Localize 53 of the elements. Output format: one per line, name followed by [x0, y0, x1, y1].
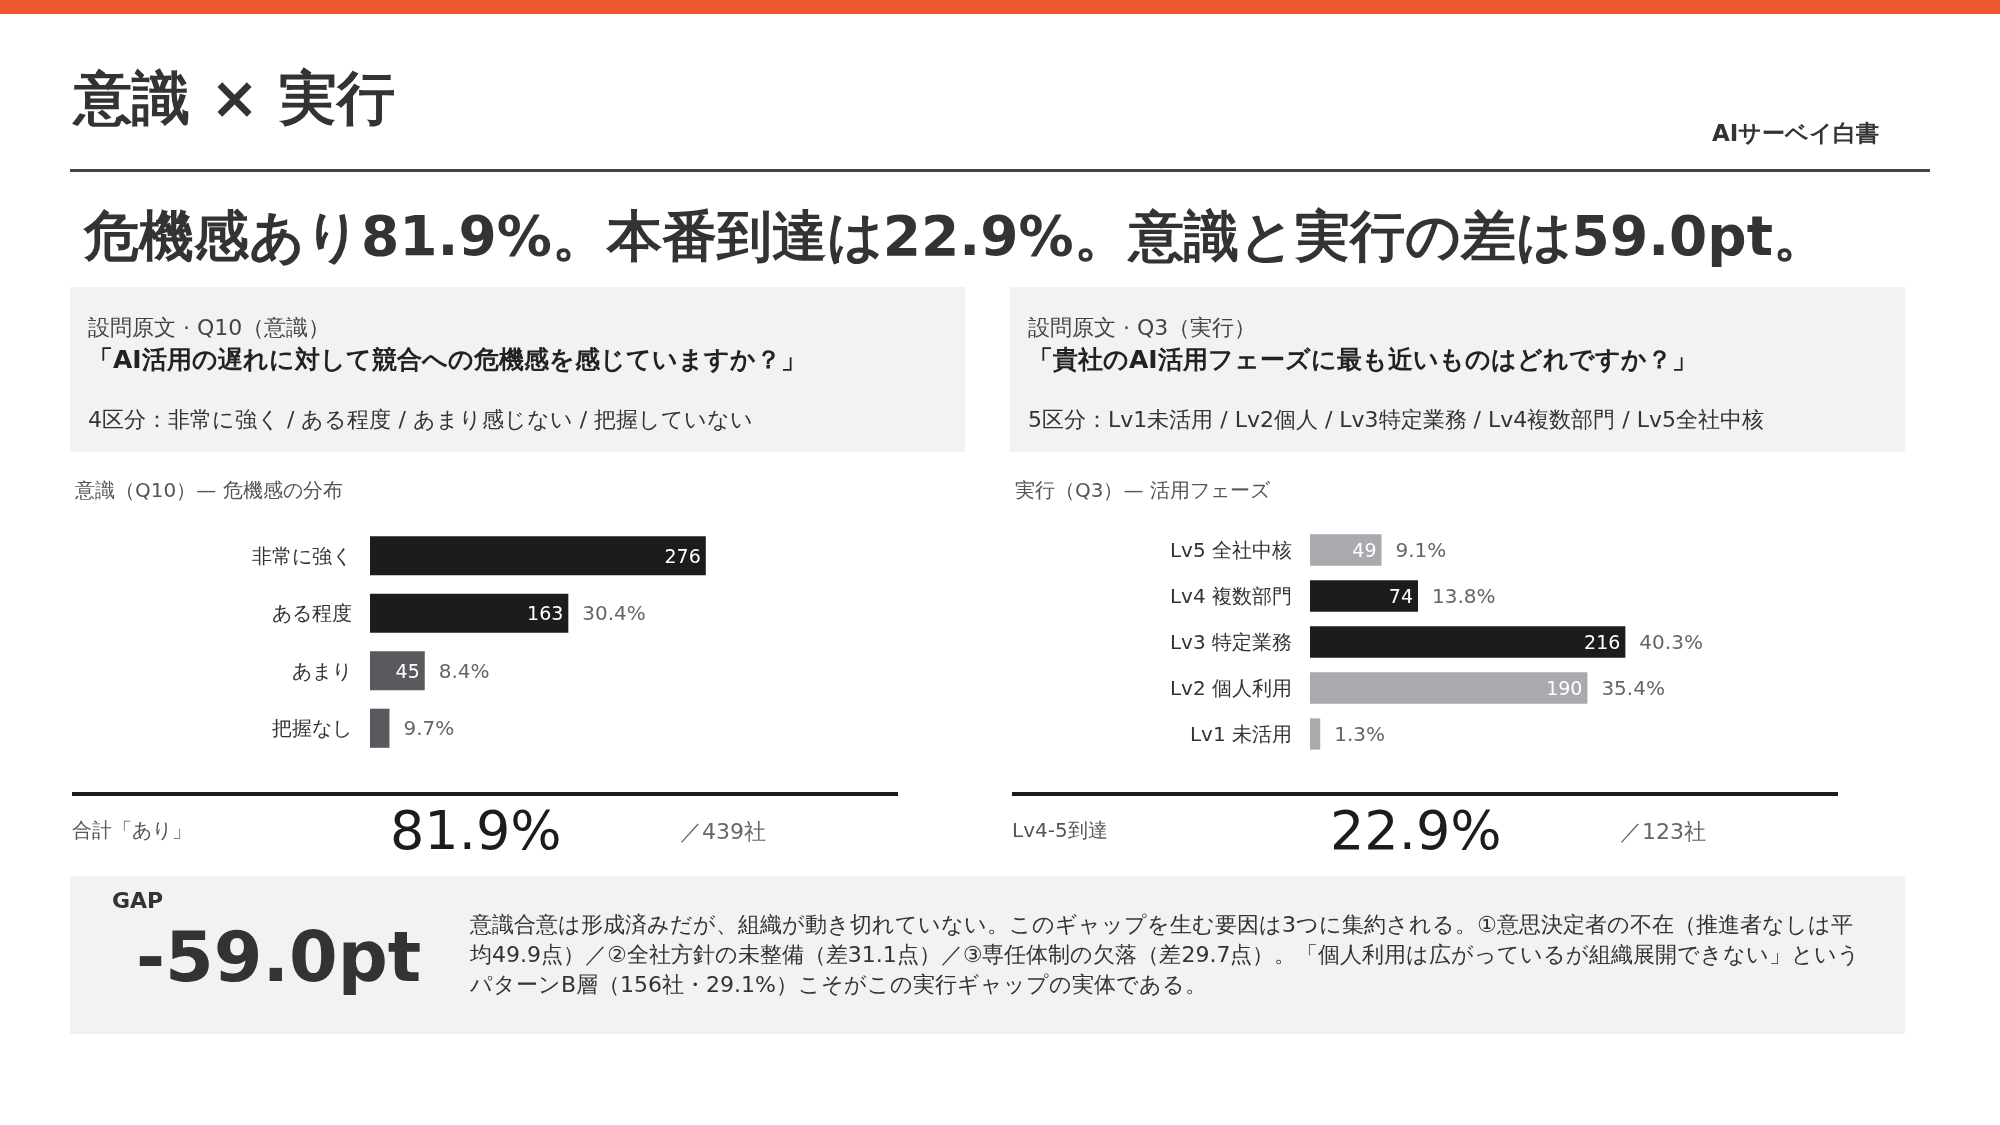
data-label: 163	[527, 602, 564, 625]
data-label: 45	[395, 659, 420, 682]
data-label: 276	[664, 544, 701, 567]
text: 22.9%	[1330, 799, 1502, 862]
text: 危機感あり81.9%。本番到達は22.9%。意識と実行の差は59.0pt。	[84, 203, 1828, 270]
text: 合計「あり」	[72, 817, 192, 844]
y-tick-label: ある程度	[272, 601, 352, 626]
data-label: 216	[1584, 631, 1621, 653]
y-tick-label: Lv1 未活用	[1189, 722, 1292, 746]
bar	[1310, 534, 1382, 566]
text: AIサーベイ白書	[1712, 119, 1880, 148]
text: 設問原文 · Q10（意識）	[88, 314, 331, 342]
text: Lv4-5到達	[1012, 817, 1108, 844]
text: 81.9%	[390, 799, 562, 862]
y-tick-label: 非常に強く	[252, 543, 352, 568]
text: 4区分：非常に強く / ある程度 / あまり感じない / 把握していない	[88, 406, 754, 434]
text: -59.0pt	[136, 916, 422, 998]
y-tick-label: Lv5 全社中核	[1169, 538, 1292, 562]
annotation: 8.4%	[438, 658, 490, 683]
bar	[1310, 580, 1419, 612]
text: 「貴社のAI活用フェーズに最も近いものはどれですか？」	[1028, 344, 1697, 376]
text: 意識合意は形成済みだが、組織が動き切れていない。このギャップを生む要因は3つに集約される。①意思決定者の不在（推進者なしは平均49.9点）／②全社方針の未整備（差31.1点）／③専任体制の欠落（差29.7点）。「個人利用は広がっているが組織展開できない」というパターンB層（156社・29.1%）こそがこの実行ギャップの実体である。	[470, 911, 1862, 999]
bar	[1310, 672, 1588, 704]
data-label: 190	[1546, 677, 1583, 699]
y-tick-label: 把握なし	[272, 716, 352, 741]
text: ／123社	[1620, 818, 1706, 846]
annotation: 30.4%	[582, 601, 646, 626]
text: GAP	[112, 888, 164, 913]
data-label: 49	[1352, 539, 1377, 561]
annotation: 13.8%	[1432, 584, 1496, 608]
annotation: 40.3%	[1639, 630, 1703, 654]
bar	[370, 536, 706, 576]
bar	[370, 593, 569, 633]
text: 設問原文 · Q3（実行）	[1028, 314, 1257, 342]
y-tick-label: Lv4 複数部門	[1169, 584, 1292, 608]
text: ／439社	[680, 818, 766, 846]
y-tick-label: Lv3 特定業務	[1169, 630, 1292, 654]
text: 実行（Q3）— 活用フェーズ	[1015, 478, 1271, 502]
annotation: 9.1%	[1395, 538, 1447, 562]
bar	[1310, 718, 1321, 750]
bar	[370, 651, 425, 691]
text: 意識 × 実行	[74, 63, 395, 134]
annotation: 1.3%	[1334, 722, 1386, 746]
bar	[1310, 626, 1626, 658]
bar	[370, 708, 390, 748]
text: 5区分：Lv1未活用 / Lv2個人 / Lv3特定業務 / Lv4複数部門 / Lv5全社中核	[1028, 406, 1764, 434]
data-label: 74	[1388, 585, 1414, 607]
text: 「AI活用の遅れに対して競合への危機感を感じていますか？」	[88, 344, 806, 376]
annotation: 9.7%	[403, 716, 455, 741]
text: 意識（Q10）— 危機感の分布	[74, 478, 343, 502]
y-tick-label: あまり	[292, 658, 352, 683]
y-tick-label: Lv2 個人利用	[1169, 676, 1292, 700]
annotation: 35.4%	[1601, 676, 1665, 700]
